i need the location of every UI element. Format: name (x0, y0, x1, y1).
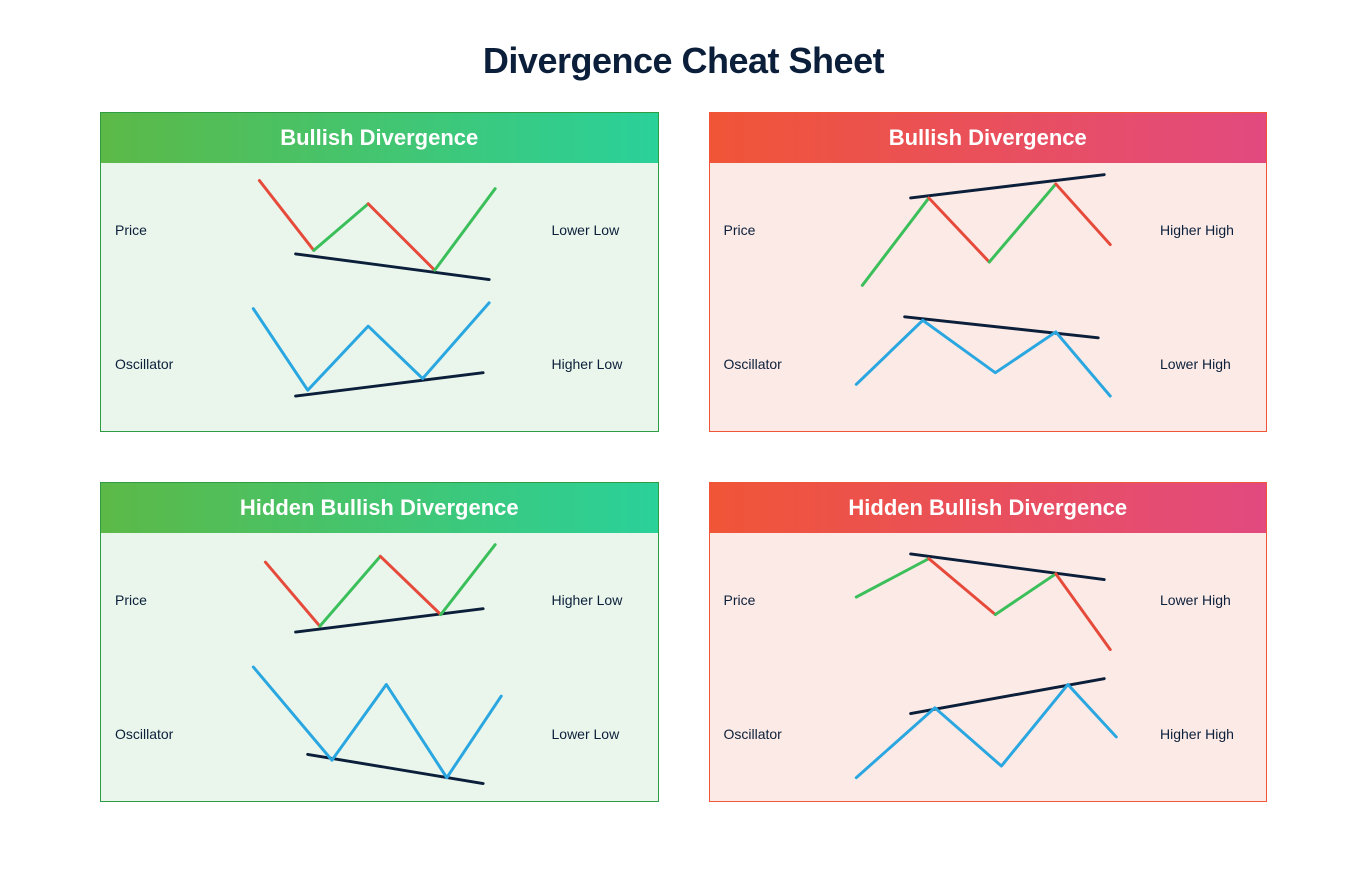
label-right-bottom: Higher High (1160, 726, 1234, 742)
chart-area (211, 163, 538, 431)
labels-right: Higher Low Lower Low (538, 533, 658, 801)
panel-hidden-bullish-green: Hidden Bullish Divergence Price Oscillat… (100, 482, 659, 802)
chart-area (820, 163, 1147, 431)
label-oscillator: Oscillator (724, 726, 782, 742)
labels-right: Lower High Higher High (1146, 533, 1266, 801)
panel-header: Bullish Divergence (710, 113, 1267, 163)
labels-left: Price Oscillator (101, 533, 211, 801)
labels-right: Lower Low Higher Low (538, 163, 658, 431)
label-right-top: Higher High (1160, 222, 1234, 238)
label-price: Price (724, 222, 756, 238)
panel-hidden-bullish-red: Hidden Bullish Divergence Price Oscillat… (709, 482, 1268, 802)
panel-header: Hidden Bullish Divergence (101, 483, 658, 533)
label-price: Price (724, 592, 756, 608)
label-price: Price (115, 592, 147, 608)
labels-left: Price Oscillator (710, 533, 820, 801)
panel-grid: Bullish Divergence Price Oscillator Lowe… (100, 112, 1267, 802)
chart-area (211, 533, 538, 801)
panel-body: Price Oscillator Higher Low Lower Low (101, 533, 658, 801)
panel-body: Price Oscillator Lower High Higher High (710, 533, 1267, 801)
label-oscillator: Oscillator (115, 356, 173, 372)
panel-header: Bullish Divergence (101, 113, 658, 163)
panel-bullish-green: Bullish Divergence Price Oscillator Lowe… (100, 112, 659, 432)
label-right-top: Lower High (1160, 592, 1231, 608)
panel-body: Price Oscillator Higher High Lower High (710, 163, 1267, 431)
chart-svg (820, 533, 1147, 801)
label-right-top: Lower Low (552, 222, 620, 238)
labels-left: Price Oscillator (101, 163, 211, 431)
labels-left: Price Oscillator (710, 163, 820, 431)
page-title: Divergence Cheat Sheet (100, 40, 1267, 82)
label-price: Price (115, 222, 147, 238)
label-oscillator: Oscillator (724, 356, 782, 372)
label-right-bottom: Lower Low (552, 726, 620, 742)
panel-header: Hidden Bullish Divergence (710, 483, 1267, 533)
panel-bullish-red: Bullish Divergence Price Oscillator High… (709, 112, 1268, 432)
label-oscillator: Oscillator (115, 726, 173, 742)
labels-right: Higher High Lower High (1146, 163, 1266, 431)
label-right-top: Higher Low (552, 592, 623, 608)
chart-svg (211, 533, 538, 801)
chart-area (820, 533, 1147, 801)
label-right-bottom: Higher Low (552, 356, 623, 372)
chart-svg (211, 163, 538, 431)
panel-body: Price Oscillator Lower Low Higher Low (101, 163, 658, 431)
label-right-bottom: Lower High (1160, 356, 1231, 372)
chart-svg (820, 163, 1147, 431)
